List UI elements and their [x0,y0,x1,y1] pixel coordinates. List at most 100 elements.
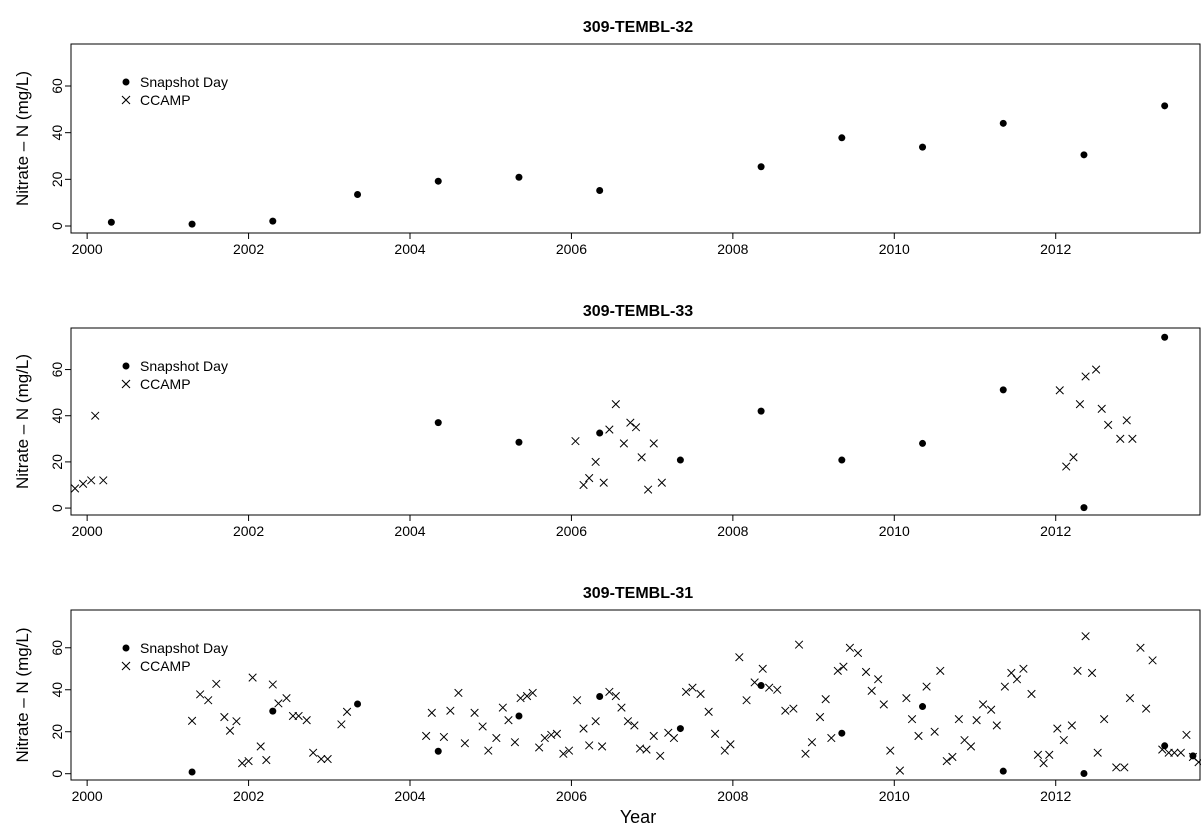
data-point-ccamp [1091,365,1101,374]
legend-label: Snapshot Day [140,74,228,90]
panel-title: 309-TEMBL-32 [583,19,693,36]
legend-label: CCAMP [140,376,191,392]
data-point-ccamp [617,703,626,712]
data-point-ccamp [534,743,544,752]
x-tick-label: 2002 [233,788,264,804]
data-point-ccamp [308,748,318,757]
data-point-ccamp [688,683,697,692]
y-axis-label: Nitrate – N (mg/L) [13,627,32,762]
data-point-ccamp [1012,675,1022,684]
data-point-ccamp [1099,714,1109,724]
legend: Snapshot Day CCAMP [121,358,228,392]
x-tick-label: 2004 [394,788,425,804]
legend: Snapshot Day CCAMP [121,74,228,108]
data-point-ccamp [669,733,679,743]
data-point-ccamp [794,640,804,649]
data-point-ccamp [1116,434,1125,443]
data-point-ccamp [936,666,945,676]
x-tick-label: 2004 [394,523,425,539]
data-point-ccamp [225,726,235,735]
data-point-ccamp [342,707,352,716]
plot-frame [70,609,1201,781]
data-point-ccamp [758,664,767,673]
data-point-ccamp [591,717,600,726]
data-point-snapshot [1080,151,1088,159]
data-point-ccamp [930,727,939,736]
x-tick-label: 2006 [556,523,587,539]
data-point-snapshot [757,407,765,415]
data-point-ccamp [907,714,917,724]
data-point-snapshot [269,217,277,225]
data-point-ccamp [845,643,855,652]
data-point-ccamp [789,704,798,713]
y-tick-label: 0 [49,222,65,230]
data-point-ccamp [972,716,981,725]
data-point-snapshot [757,682,765,690]
data-point-ccamp [623,717,633,726]
data-point-ccamp [446,706,455,715]
legend-marker-x [121,95,131,105]
data-point-ccamp [643,485,653,494]
y-tick-label: 40 [49,682,65,698]
data-point-ccamp [649,439,658,448]
data-point-ccamp [681,687,691,697]
legend-marker-circle [122,644,130,652]
data-point-snapshot [188,768,196,776]
data-point-ccamp [966,742,976,751]
data-point-ccamp [1045,750,1054,759]
panel-title: 309-TEMBL-33 [583,303,693,320]
data-point-ccamp [735,653,744,662]
data-point-ccamp [504,716,513,725]
data-point-ccamp [815,712,825,722]
data-point-ccamp [1097,404,1106,413]
data-point-ccamp [1062,462,1071,471]
y-tick-label: 20 [49,724,65,740]
plot-frame [70,43,1201,234]
data-point-ccamp [516,693,525,703]
y-tick-label: 60 [49,78,65,94]
data-point-ccamp [1158,745,1167,754]
data-point-ccamp [742,696,751,705]
y-tick-label: 20 [49,171,65,187]
data-point-ccamp [262,755,271,765]
legend-marker-circle [122,78,130,86]
data-point-ccamp [585,473,594,483]
data-point-ccamp [750,678,759,687]
data-point-ccamp [960,735,969,745]
x-tick-label: 2010 [879,241,910,257]
data-point-ccamp [1141,704,1151,713]
data-point-ccamp [232,717,241,726]
data-point-snapshot [1161,333,1169,341]
data-point-ccamp [454,688,463,698]
data-point-ccamp [1059,735,1068,745]
data-point-ccamp [478,722,487,731]
data-point-ccamp [611,400,620,409]
data-point-snapshot [919,143,927,151]
data-point-ccamp [1148,656,1157,665]
data-point-ccamp [1087,668,1097,678]
data-point-ccamp [1000,682,1010,691]
data-point-ccamp [867,686,876,695]
data-point-ccamp [1053,724,1062,733]
data-point-snapshot [596,692,604,700]
y-tick-label: 60 [49,362,65,378]
legend-label: CCAMP [140,92,191,108]
data-point-ccamp [1125,693,1135,703]
legend-label: Snapshot Day [140,640,228,656]
data-point-snapshot [515,712,523,720]
data-point-snapshot [838,456,846,464]
data-point-snapshot [1161,742,1169,750]
x-axis-label: Year [620,807,656,827]
y-tick-label: 40 [49,125,65,141]
data-point-ccamp [605,425,614,434]
data-point-snapshot [1161,102,1169,110]
x-tick-label: 2008 [717,523,748,539]
data-point-ccamp [528,688,537,698]
data-point-ccamp [522,691,532,701]
data-point-ccamp [559,749,568,758]
data-point-ccamp [204,696,213,705]
data-point-ccamp [1104,420,1113,430]
data-point-ccamp [571,436,580,446]
x-tick-label: 2000 [72,241,103,257]
data-point-ccamp [954,714,964,724]
